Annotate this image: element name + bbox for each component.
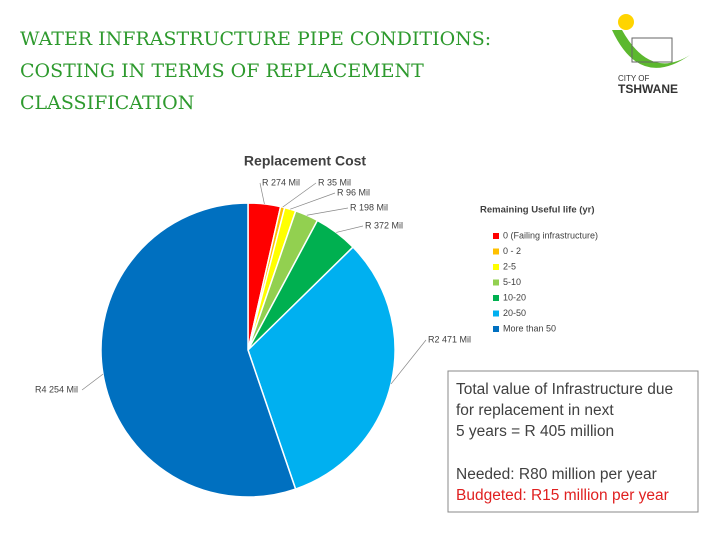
leader-line bbox=[390, 339, 427, 385]
legend-swatch bbox=[493, 310, 499, 317]
legend-swatch bbox=[493, 326, 499, 332]
legend-label: 0 - 2 bbox=[503, 246, 521, 256]
note-text: for replacement in next bbox=[456, 402, 614, 419]
pie-slice bbox=[100, 202, 297, 498]
slide-title: CLASSIFICATION bbox=[20, 92, 194, 114]
note-budgeted: Budgeted: R15 million per year bbox=[456, 487, 669, 504]
legend-swatch bbox=[493, 233, 499, 239]
legend-label: 10-20 bbox=[503, 292, 526, 302]
legend-swatch bbox=[493, 295, 499, 301]
leader-line bbox=[336, 225, 364, 233]
slide-title: COSTING IN TERMS OF REPLACEMENT bbox=[20, 60, 424, 82]
data-label: R 96 Mil bbox=[337, 187, 370, 197]
legend-label: 5-10 bbox=[503, 277, 521, 287]
data-label: R4 254 Mil bbox=[35, 384, 78, 394]
logo-building bbox=[631, 37, 673, 63]
logo-text: CITY OF bbox=[618, 74, 650, 83]
legend-label: 2-5 bbox=[503, 261, 516, 271]
leader-line bbox=[282, 182, 317, 208]
logo-swoosh bbox=[612, 30, 690, 68]
legend-label: 20-50 bbox=[503, 308, 526, 318]
logo-sun bbox=[618, 14, 634, 30]
slide-title: WATER INFRASTRUCTURE PIPE CONDITIONS: bbox=[20, 28, 491, 50]
leader-line bbox=[306, 207, 349, 216]
data-label: R 198 Mil bbox=[350, 202, 388, 212]
data-label: R 372 Mil bbox=[365, 220, 403, 230]
data-label: R 35 Mil bbox=[318, 177, 351, 187]
note-text: Total value of Infrastructure due bbox=[456, 381, 673, 398]
data-label: R 274 Mil bbox=[262, 177, 300, 187]
logo-text: TSHWANE bbox=[618, 82, 678, 96]
legend-swatch bbox=[493, 264, 499, 270]
legend-label: More than 50 bbox=[503, 323, 556, 333]
logo: CITY OF TSHWANE bbox=[612, 14, 690, 96]
leader-line bbox=[81, 373, 104, 391]
leader-line bbox=[259, 182, 265, 204]
note-needed: Needed: R80 million per year bbox=[456, 466, 657, 483]
note-text: 5 years = R 405 million bbox=[456, 423, 614, 440]
chart-title: Replacement Cost bbox=[244, 153, 366, 169]
legend-label: 0 (Failing infrastructure) bbox=[503, 230, 598, 240]
pie-slice bbox=[247, 246, 396, 491]
note-box bbox=[447, 370, 699, 513]
leader-line bbox=[290, 192, 336, 210]
legend-swatch bbox=[493, 248, 499, 255]
legend-swatch bbox=[493, 279, 499, 286]
data-label: R2 471 Mil bbox=[428, 334, 471, 344]
legend-title: Remaining Useful life (yr) bbox=[480, 205, 595, 216]
